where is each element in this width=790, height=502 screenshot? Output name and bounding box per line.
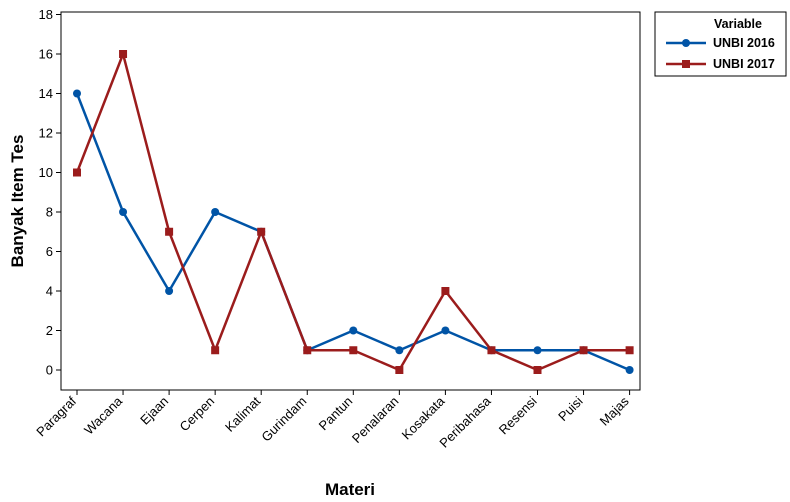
x-tick-label: Majas [597, 393, 632, 428]
legend-label-2017: UNBI 2017 [713, 57, 775, 71]
x-axis: Paragraf Wacana Ejaan Cerpen KalimatGurindam… [33, 390, 632, 451]
data-point [257, 227, 266, 236]
plot-frame [60, 11, 641, 391]
series-layer [73, 50, 634, 374]
data-point [303, 346, 312, 355]
x-tick-label: Penalaran [349, 394, 402, 447]
x-tick-label: Paragraf [33, 393, 79, 439]
x-tick-label: Puisi [555, 393, 586, 424]
y-tick-label: 6 [46, 244, 53, 259]
y-tick-label: 18 [39, 7, 53, 22]
y-tick-label: 0 [46, 363, 53, 378]
legend-box [654, 11, 787, 77]
x-tick-label: Ejaan [137, 394, 171, 428]
data-point [119, 50, 128, 58]
legend-marker-2017 [682, 60, 690, 68]
y-tick-label: 14 [39, 86, 53, 101]
data-point [165, 227, 174, 236]
data-point [487, 346, 496, 355]
data-point [625, 366, 634, 374]
data-point [441, 287, 450, 295]
legend-marker-2016 [682, 39, 690, 47]
x-tick-label: Pantun [316, 394, 356, 434]
legend-label-2016: UNBI 2016 [713, 36, 775, 50]
y-tick-label: 12 [39, 126, 53, 141]
data-point [441, 326, 450, 335]
data-point [211, 346, 220, 355]
data-point [119, 208, 128, 216]
legend-title: Variable [714, 17, 762, 31]
series-line-2 [75, 52, 630, 372]
data-point [533, 366, 542, 374]
x-tick-label: Kalimat [222, 393, 264, 435]
x-tick-label: Cerpen [177, 394, 218, 435]
y-tick-label: 10 [39, 165, 53, 180]
x-axis-title: Materi [325, 480, 375, 499]
y-tick-label: 4 [46, 284, 53, 299]
data-point [349, 326, 358, 335]
data-point [349, 346, 358, 355]
data-point [73, 168, 81, 177]
y-tick-label: 8 [46, 205, 53, 220]
x-tick-label: Wacana [81, 393, 126, 438]
data-point [579, 346, 588, 355]
y-tick-label: 2 [46, 323, 53, 338]
data-point [73, 89, 81, 98]
data-point [395, 346, 404, 355]
data-point [533, 346, 542, 355]
data-point [625, 346, 634, 355]
x-tick-label: Gurindam [258, 394, 309, 445]
y-axis: 0 2 4 6 8 10 12 14 16 18 [39, 7, 61, 378]
y-tick-label: 16 [39, 47, 53, 62]
y-axis-title: Banyak Item Tes [8, 135, 27, 268]
x-tick-label: Resensi [496, 393, 540, 437]
data-point [211, 208, 220, 216]
legend: Variable UNBI 2016 UNBI 2017 [654, 11, 787, 77]
data-point [395, 366, 404, 374]
x-tick-label: Peribahasa [436, 393, 494, 451]
data-point [165, 287, 174, 295]
